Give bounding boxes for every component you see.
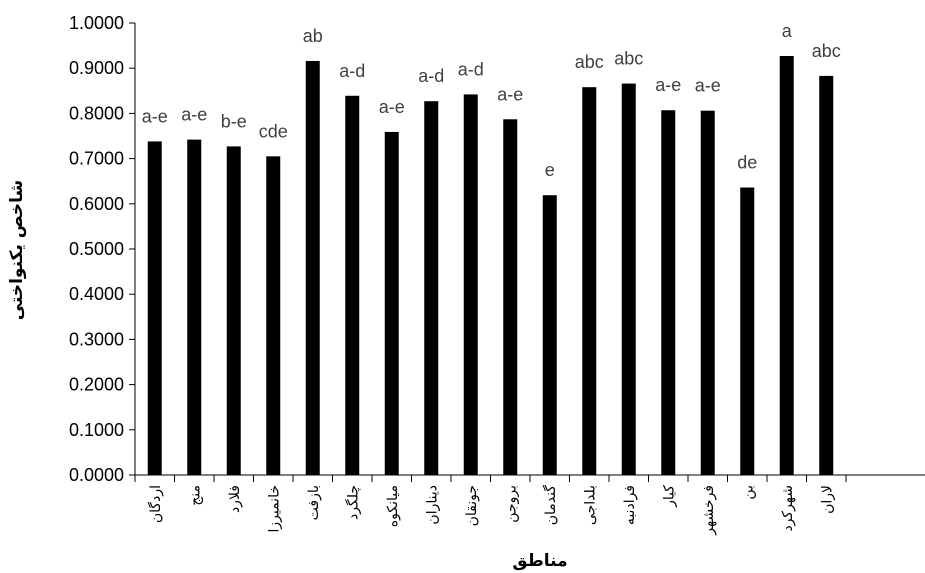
y-tick-label: 0.0000 — [69, 465, 124, 485]
bar-significance-label: a-d — [339, 61, 365, 81]
bar — [503, 119, 518, 475]
bar — [424, 101, 439, 476]
bar — [819, 75, 834, 475]
bar-significance-label: cde — [259, 121, 288, 141]
y-tick-label: 0.1000 — [69, 420, 124, 440]
bar-significance-label: a-e — [655, 75, 681, 95]
bar-significance-label: abc — [575, 52, 604, 72]
bar — [779, 55, 794, 475]
y-tick-label: 0.9000 — [69, 58, 124, 78]
bar-significance-label: a-e — [379, 97, 405, 117]
y-tick-label: 0.6000 — [69, 194, 124, 214]
x-category-label: دیناران — [424, 485, 440, 525]
bar — [661, 110, 676, 476]
x-category-label: اردگان — [147, 485, 164, 523]
bar-significance-label: abc — [614, 49, 643, 69]
bar-significance-label: abc — [812, 41, 841, 61]
bar-significance-label: a-d — [418, 66, 444, 86]
bar-significance-label: ab — [303, 26, 323, 46]
bar — [345, 95, 360, 475]
bar-significance-label: a-e — [497, 84, 523, 104]
x-category-label: گندمان — [542, 485, 559, 526]
bar-significance-label: a — [782, 21, 793, 41]
bar — [700, 110, 715, 476]
x-category-label: فرادنبه — [622, 485, 638, 525]
x-category-label: فلارد — [227, 485, 243, 513]
x-category-label: جونقان — [464, 485, 480, 526]
x-category-label: بروجن — [503, 485, 519, 523]
x-category-label: بازفت — [306, 485, 322, 520]
bar — [226, 146, 241, 475]
bar-significance-label: a-e — [695, 76, 721, 96]
bar — [187, 139, 202, 475]
x-category-label: خانمیرزا — [266, 485, 282, 533]
y-axis: 0.0000 0.1000 0.2000 0.3000 0.4000 0.5000 0.60… — [69, 13, 136, 485]
x-category-label: بن — [740, 485, 756, 500]
y-tick-label: 0.7000 — [69, 149, 124, 169]
x-category-label: شهرکرد — [780, 485, 796, 532]
bar — [266, 156, 281, 475]
x-category-label: میانکوه — [385, 485, 401, 527]
y-tick-label: 1.0000 — [69, 13, 124, 33]
bar-significance-label: e — [545, 160, 555, 180]
bar — [305, 60, 320, 476]
bar — [384, 131, 399, 475]
bar-significance-label: a-e — [142, 106, 168, 126]
bar — [147, 141, 162, 475]
y-tick-label: 0.8000 — [69, 103, 124, 123]
x-category-label: منج — [187, 485, 203, 506]
x-category-label: کیار — [661, 485, 677, 508]
bar — [621, 83, 636, 476]
y-tick-label: 0.3000 — [69, 329, 124, 349]
bar-significance-label: b-e — [221, 111, 247, 131]
x-category-label: چلگرد — [344, 485, 361, 520]
bar — [740, 187, 755, 475]
y-tick-label: 0.5000 — [69, 239, 124, 259]
x-category-label: فرخشهر — [701, 485, 717, 536]
y-tick-label: 0.4000 — [69, 284, 124, 304]
x-category-label: بلداجی — [582, 485, 598, 525]
bar — [582, 87, 597, 476]
bar — [542, 195, 557, 475]
bars — [147, 55, 834, 476]
x-category-label: لاران — [819, 485, 835, 514]
bar-significance-label: de — [737, 153, 757, 173]
bar — [463, 94, 478, 475]
x-axis-title: مناطق — [512, 551, 567, 571]
x-axis: اردگان منج فلارد خانمیرزا بازفت چلگرد میانکوه د… — [134, 474, 925, 536]
y-tick-label: 0.2000 — [69, 375, 124, 395]
y-axis-title: شاخص یکنواختی — [7, 180, 27, 321]
bar-significance-label: a-e — [181, 105, 207, 125]
bar-significance-label: a-d — [458, 59, 484, 79]
